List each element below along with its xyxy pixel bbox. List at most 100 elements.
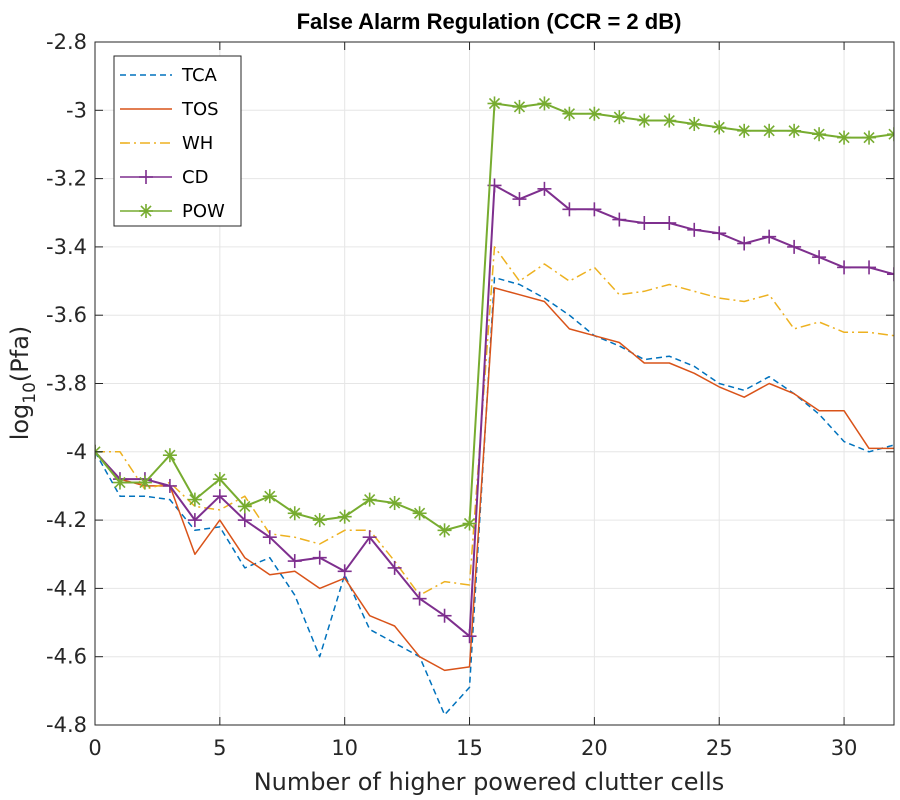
data-point-pow <box>812 127 827 142</box>
y-tick-label: -3.4 <box>46 235 87 259</box>
data-point-pow <box>412 506 427 521</box>
x-tick-label: 30 <box>831 736 858 760</box>
data-point-cd <box>887 267 894 282</box>
y-axis-label-tail: (Pfa) <box>6 326 34 382</box>
y-tick-label: -4.2 <box>46 508 87 532</box>
legend: TCA TOS WH CD POW <box>113 55 242 227</box>
data-point-cd <box>337 564 352 579</box>
data-point-pow <box>462 516 477 531</box>
tick-labels: 0 5 10 15 20 25 30 -2.8 -3 -3.2 -3.4 -3.6 -3.8 -4 -4.2… <box>46 30 857 760</box>
data-point-cd <box>712 226 727 241</box>
legend-label-pow: POW <box>182 201 225 222</box>
data-point-pow <box>487 96 502 111</box>
y-tick-label: -3.6 <box>46 303 87 327</box>
y-tick-label: -2.8 <box>46 30 87 54</box>
data-point-pow <box>787 123 802 138</box>
data-point-pow <box>137 475 152 490</box>
data-point-pow <box>512 99 527 114</box>
data-point-pow <box>737 123 752 138</box>
data-point-pow <box>162 448 177 463</box>
x-tick-label: 0 <box>88 736 101 760</box>
data-point-cd <box>462 629 477 644</box>
legend-box <box>113 55 242 227</box>
data-point-cd <box>587 202 602 217</box>
data-point-pow <box>437 523 452 538</box>
y-tick-label: -4 <box>66 440 87 464</box>
y-tick-label: -4.4 <box>46 576 87 600</box>
data-point-cd <box>262 530 277 545</box>
x-tick-label: 10 <box>331 736 358 760</box>
data-point-pow <box>687 116 702 131</box>
data-point-pow <box>887 127 894 142</box>
y-axis-label: log10(Pfa) <box>6 326 40 441</box>
data-point-pow <box>337 509 352 524</box>
data-point-cd <box>162 478 177 493</box>
legend-label-wh: WH <box>182 133 213 154</box>
data-point-cd <box>637 215 652 230</box>
data-point-cd <box>512 192 527 207</box>
data-point-cd <box>762 229 777 244</box>
data-point-pow <box>537 96 552 111</box>
series-line-tos <box>95 287 894 672</box>
y-tick-label: -3 <box>66 98 87 122</box>
y-tick-label: -3.2 <box>46 167 87 191</box>
data-point-pow <box>712 120 727 135</box>
y-tick-label: -3.8 <box>46 372 87 396</box>
x-axis-label: Number of higher powered clutter cells <box>254 768 725 796</box>
svg-text:log10(Pfa): log10(Pfa) <box>6 326 40 441</box>
data-point-pow <box>287 506 302 521</box>
data-point-cd <box>412 591 427 606</box>
x-tick-label: 25 <box>706 736 733 760</box>
data-point-pow <box>862 130 877 145</box>
data-point-cd <box>812 250 827 265</box>
data-point-cd <box>737 236 752 251</box>
data-point-pow <box>762 123 777 138</box>
data-point-cd <box>287 554 302 569</box>
x-tick-label: 15 <box>456 736 483 760</box>
x-tick-label: 5 <box>213 736 226 760</box>
legend-marker-cd <box>139 170 153 184</box>
data-point-cd <box>537 181 552 196</box>
legend-label-tca: TCA <box>181 65 218 86</box>
data-point-cd <box>862 260 877 275</box>
series-line-tca <box>95 276 894 716</box>
legend-label-cd: CD <box>182 167 208 188</box>
data-point-cd <box>312 550 327 565</box>
data-point-cd <box>687 222 702 237</box>
data-point-pow <box>212 472 227 487</box>
data-point-pow <box>387 496 402 511</box>
data-point-cd <box>237 513 252 528</box>
axis-ticks <box>94 41 894 726</box>
x-tick-label: 20 <box>581 736 608 760</box>
data-point-pow <box>237 499 252 514</box>
data-point-cd <box>437 608 452 623</box>
data-point-pow <box>362 492 377 507</box>
data-point-cd <box>187 513 202 528</box>
data-point-cd <box>212 489 227 504</box>
data-point-pow <box>562 106 577 121</box>
y-axis-label-main: log <box>6 404 34 441</box>
data-point-pow <box>262 489 277 504</box>
data-point-pow <box>612 110 627 125</box>
legend-marker-pow <box>139 204 153 218</box>
data-point-cd <box>662 215 677 230</box>
data-point-pow <box>112 475 127 490</box>
chart-title: False Alarm Regulation (CCR = 2 dB) <box>297 9 682 34</box>
data-point-cd <box>837 260 852 275</box>
data-point-pow <box>637 113 652 128</box>
data-point-pow <box>312 513 327 528</box>
data-point-pow <box>662 113 677 128</box>
y-axis-label-subscript: 10 <box>20 382 40 404</box>
data-point-pow <box>587 106 602 121</box>
series-layer <box>95 96 894 716</box>
data-point-cd <box>387 560 402 575</box>
data-point-pow <box>187 492 202 507</box>
data-point-cd <box>562 202 577 217</box>
legend-label-tos: TOS <box>181 99 219 120</box>
data-point-cd <box>612 212 627 227</box>
y-tick-label: -4.6 <box>46 645 87 669</box>
data-point-pow <box>837 130 852 145</box>
data-point-cd <box>362 530 377 545</box>
data-point-cd <box>787 239 802 254</box>
